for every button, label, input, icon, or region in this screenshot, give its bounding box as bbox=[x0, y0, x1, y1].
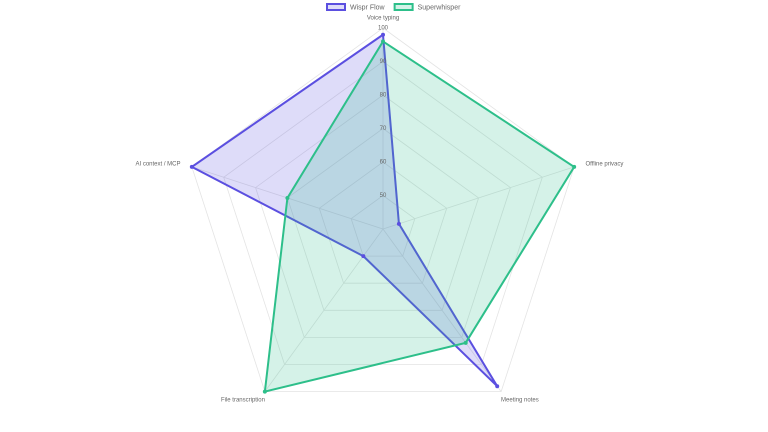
grid-ring bbox=[286, 128, 480, 311]
r-tick-label: 50 bbox=[380, 193, 387, 199]
spoke bbox=[382, 166, 575, 230]
legend-item: Superwhisper bbox=[393, 3, 461, 11]
axis-label: Meeting notes bbox=[501, 397, 539, 403]
grid-ring bbox=[255, 94, 511, 338]
legend-label: Superwhisper bbox=[418, 4, 461, 11]
spoke bbox=[382, 228, 502, 392]
data-point bbox=[361, 254, 366, 259]
series-area bbox=[263, 39, 576, 393]
legend-label: Wispr Flow bbox=[350, 4, 386, 11]
r-tick-label: 100 bbox=[378, 26, 389, 32]
axis-label: File transcription bbox=[221, 397, 265, 403]
data-point bbox=[572, 164, 577, 169]
data-point bbox=[262, 389, 267, 394]
axis-label: Voice typing bbox=[367, 16, 399, 22]
r-tick-label: 70 bbox=[380, 126, 387, 132]
series-area bbox=[189, 32, 499, 387]
r-tick-label: 60 bbox=[380, 160, 387, 166]
grid-ring bbox=[223, 61, 543, 365]
data-point bbox=[463, 340, 468, 345]
r-tick-label: 80 bbox=[380, 93, 387, 99]
legend-item: Wispr Flow bbox=[326, 3, 386, 11]
data-point bbox=[381, 32, 385, 37]
grid-ring bbox=[350, 195, 416, 257]
data-point bbox=[285, 195, 290, 200]
legend-swatch bbox=[326, 3, 346, 11]
legend-swatch bbox=[393, 3, 414, 11]
axis-label: Offline privacy bbox=[585, 161, 623, 167]
data-point bbox=[396, 221, 401, 226]
grid-ring bbox=[318, 161, 448, 284]
data-point bbox=[495, 384, 500, 389]
data-point bbox=[189, 164, 194, 169]
r-tick-label: 90 bbox=[380, 59, 387, 65]
data-point bbox=[381, 39, 385, 44]
axis-label: AI context / MCP bbox=[136, 161, 181, 167]
